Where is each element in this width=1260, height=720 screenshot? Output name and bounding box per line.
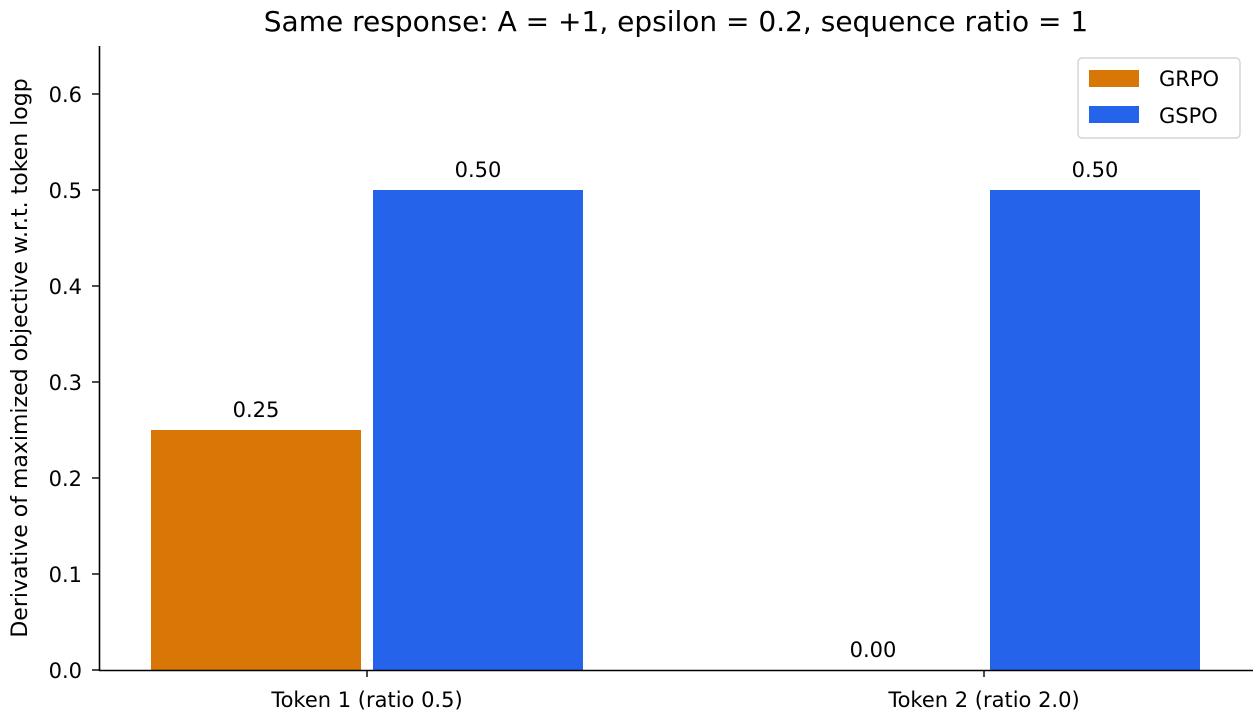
- y-tick-label: 0.3: [49, 371, 82, 395]
- legend-swatch-gspo: [1089, 106, 1139, 123]
- legend-label-grpo: GRPO: [1159, 67, 1219, 91]
- data-label: 0.00: [850, 638, 897, 662]
- legend-label-gspo: GSPO: [1159, 104, 1218, 128]
- bar-gspo: [990, 190, 1200, 670]
- y-axis-label: Derivative of maximized objective w.r.t.…: [8, 78, 33, 637]
- x-axis: Token 1 (ratio 0.5) Token 2 (ratio 2.0): [270, 670, 1080, 712]
- x-tick-label: Token 1 (ratio 0.5): [270, 688, 462, 712]
- data-label: 0.50: [455, 158, 502, 182]
- bar-gspo: [373, 190, 583, 670]
- data-label: 0.25: [233, 398, 280, 422]
- y-tick-label: 0.1: [49, 563, 82, 587]
- data-label: 0.50: [1072, 158, 1119, 182]
- y-tick-label: 0.6: [49, 83, 82, 107]
- y-tick-label: 0.5: [49, 179, 82, 203]
- legend: GRPO GSPO: [1077, 57, 1241, 139]
- y-tick-label: 0.2: [49, 467, 82, 491]
- legend-swatch-grpo: [1089, 70, 1139, 87]
- bar-grpo: [151, 430, 361, 670]
- y-tick-label: 0.4: [49, 275, 82, 299]
- bars: [151, 190, 1200, 670]
- x-tick-label: Token 2 (ratio 2.0): [887, 688, 1079, 712]
- chart-title: Same response: A = +1, epsilon = 0.2, se…: [264, 5, 1088, 38]
- y-axis: 0.0 0.1 0.2 0.3 0.4 0.5 0.6: [49, 83, 99, 683]
- data-labels: 0.25 0.50 0.00 0.50: [233, 158, 1119, 662]
- y-tick-label: 0.0: [49, 659, 82, 683]
